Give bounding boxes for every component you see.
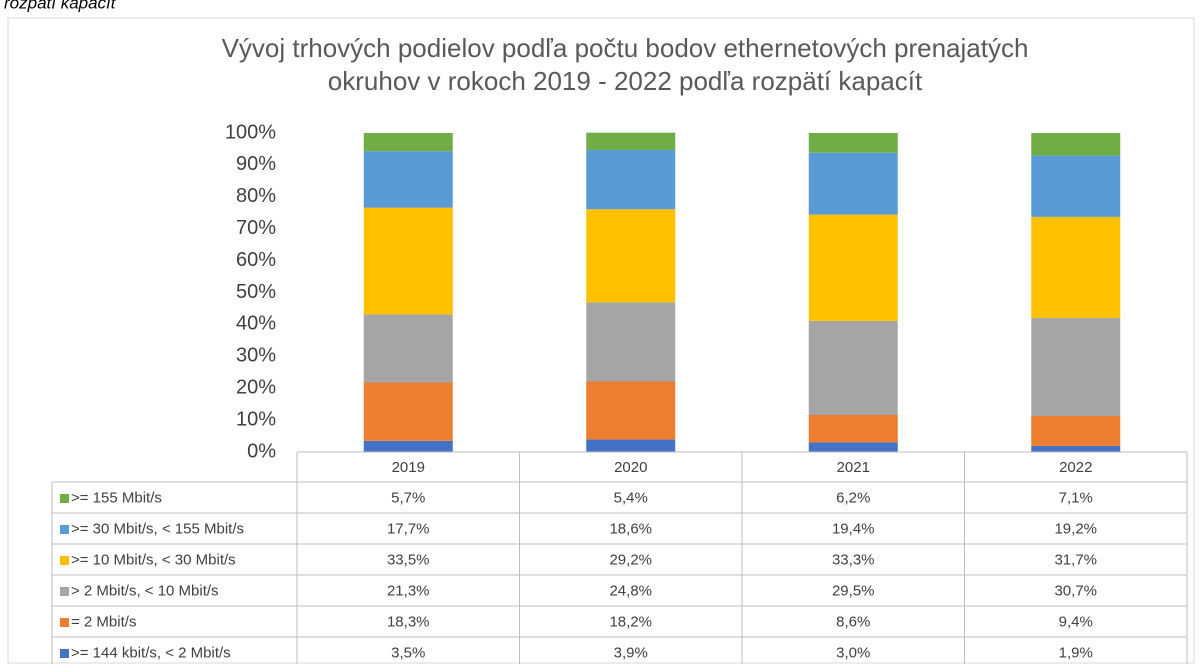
data-label: 31,7% (1054, 551, 1097, 568)
bar-segment (586, 302, 676, 382)
data-label: 3,5% (391, 644, 425, 661)
legend-swatch (60, 649, 69, 658)
bar-segment (1031, 318, 1121, 416)
legend-label: = 2 Mbit/s (71, 613, 136, 630)
y-tick-label: 40% (236, 313, 276, 335)
data-label: 6,2% (836, 489, 870, 506)
bar-segment (1031, 133, 1121, 156)
bar-segment (586, 149, 676, 210)
chart-title: Vývoj trhových podielov podľa počtu bodo… (222, 33, 1029, 63)
data-label: 29,5% (832, 582, 875, 599)
x-tick-label: 2020 (614, 459, 647, 476)
data-label: 29,2% (609, 551, 652, 568)
bar-segment (808, 320, 898, 415)
data-label: 18,3% (387, 613, 430, 630)
y-tick-label: 20% (236, 376, 276, 398)
bar-segment (363, 133, 453, 152)
bar-segment (363, 207, 453, 315)
data-label: 18,6% (609, 520, 652, 537)
data-label: 5,7% (391, 489, 425, 506)
bar-segment (808, 414, 898, 443)
legend-label: > 2 Mbit/s, < 10 Mbit/s (71, 582, 219, 599)
data-label: 33,5% (387, 551, 430, 568)
bar-segment (586, 439, 676, 452)
legend-swatch (60, 587, 69, 596)
data-label: 8,6% (836, 613, 870, 630)
bar-segment (363, 151, 453, 208)
legend-label: >= 144 kbit/s, < 2 Mbit/s (71, 644, 231, 661)
x-tick-label: 2019 (392, 459, 425, 476)
legend-swatch (60, 618, 69, 627)
data-label: 19,4% (832, 520, 875, 537)
y-tick-label: 80% (236, 185, 276, 207)
data-label: 30,7% (1054, 582, 1097, 599)
y-tick-label: 100% (225, 121, 276, 143)
y-tick-label: 50% (236, 281, 276, 303)
y-tick-label: 10% (236, 408, 276, 430)
data-label: 7,1% (1059, 489, 1093, 506)
legend-swatch (60, 494, 69, 503)
y-tick-label: 0% (247, 440, 276, 462)
data-label: 21,3% (387, 582, 430, 599)
x-tick-label: 2022 (1059, 459, 1092, 476)
bar-segment (363, 314, 453, 383)
legend-swatch (60, 556, 69, 565)
legend-label: >= 30 Mbit/s, < 155 Mbit/s (71, 520, 244, 537)
bar-segment (586, 209, 676, 303)
bar-segment (1031, 155, 1121, 217)
bar-segment (363, 440, 453, 452)
data-label: 33,3% (832, 551, 875, 568)
y-tick-label: 90% (236, 153, 276, 175)
legend-label: >= 155 Mbit/s (71, 489, 162, 506)
bar-segment (808, 214, 898, 321)
bar-segment (1031, 216, 1121, 319)
x-tick-label: 2021 (837, 459, 870, 476)
data-label: 1,9% (1059, 644, 1093, 661)
data-label: 5,4% (614, 489, 648, 506)
bar-segment (363, 382, 453, 441)
bar-segment (586, 132, 676, 150)
bar-segment (1031, 445, 1121, 452)
data-label: 18,2% (609, 613, 652, 630)
data-label: 17,7% (387, 520, 430, 537)
legend-swatch (60, 525, 69, 534)
caption: rozpätí kapacít (4, 0, 117, 12)
data-label: 9,4% (1059, 613, 1093, 630)
bar-segment (586, 381, 676, 440)
chart-title: okruhov v rokoch 2019 - 2022 podľa rozpä… (328, 66, 923, 96)
legend-label: >= 10 Mbit/s, < 30 Mbit/s (71, 551, 236, 568)
data-label: 3,9% (614, 644, 648, 661)
bar-segment (808, 442, 898, 452)
data-label: 24,8% (609, 582, 652, 599)
bar-segment (1031, 415, 1121, 446)
y-tick-label: 60% (236, 249, 276, 271)
bar-segment (808, 133, 898, 153)
chart-frame (7, 17, 1195, 664)
bar-segment (808, 152, 898, 215)
y-tick-label: 70% (236, 217, 276, 239)
data-label: 3,0% (836, 644, 870, 661)
data-label: 19,2% (1054, 520, 1097, 537)
y-tick-label: 30% (236, 345, 276, 367)
